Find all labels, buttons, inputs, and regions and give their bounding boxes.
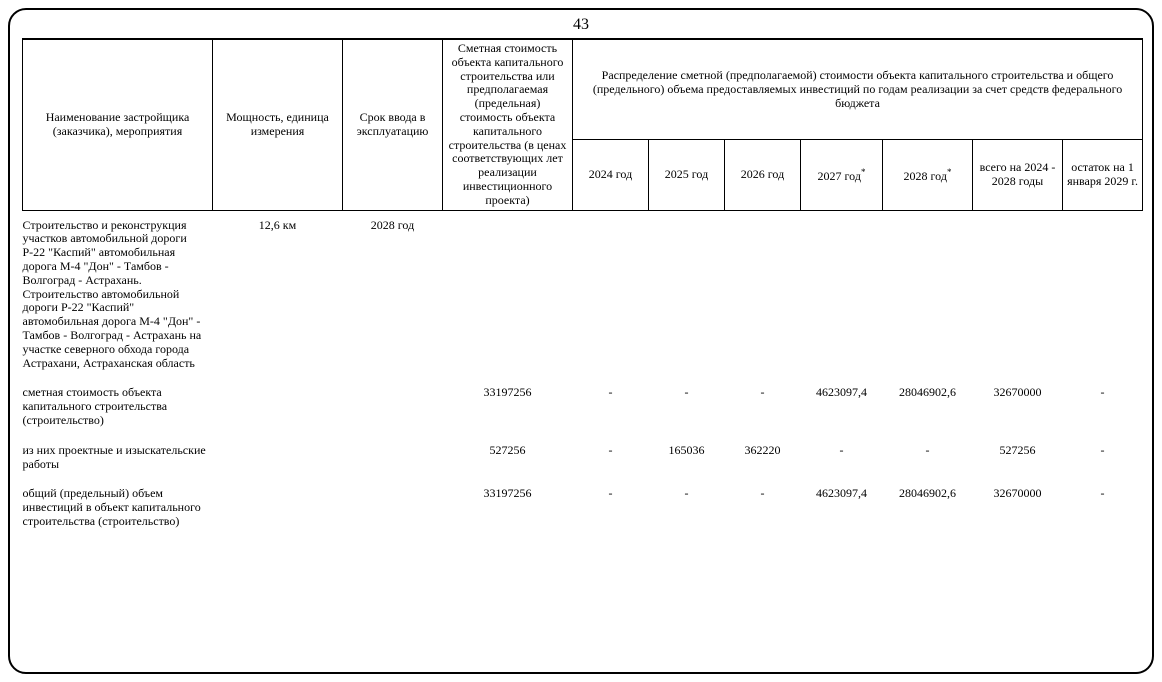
star-icon: *: [947, 167, 952, 177]
cell-2026: 362220: [725, 430, 801, 474]
col-2025: 2025 год: [649, 140, 725, 210]
page-number: 43: [22, 16, 1140, 34]
cell-2027: [801, 210, 883, 372]
cell-2025: [649, 210, 725, 372]
col-commission: Срок ввода в эксплуатацию: [343, 39, 443, 210]
cell-commission: [343, 372, 443, 429]
cell-2026: -: [725, 372, 801, 429]
col-distribution: Распределение сметной (предполагаемой) с…: [573, 39, 1143, 140]
cell-commission: [343, 473, 443, 530]
col-2028: 2028 год*: [883, 140, 973, 210]
col-name: Наименование застройщика (заказчика), ме…: [23, 39, 213, 210]
cell-capacity: [213, 430, 343, 474]
table-header: Наименование застройщика (заказчика), ме…: [23, 39, 1143, 210]
col-capacity: Мощность, единица измерения: [213, 39, 343, 210]
cell-cost: 33197256: [443, 473, 573, 530]
cell-2028: -: [883, 430, 973, 474]
cell-remainder: -: [1063, 473, 1143, 530]
table-row: из них проектные и изыскательские работы…: [23, 430, 1143, 474]
col-2027-label: 2027 год: [818, 169, 861, 183]
cell-cost: [443, 210, 573, 372]
cell-2027: -: [801, 430, 883, 474]
cell-capacity: [213, 473, 343, 530]
star-icon: *: [861, 167, 866, 177]
cell-total: 32670000: [973, 473, 1063, 530]
cell-cost: 33197256: [443, 372, 573, 429]
cell-name: общий (предельный) объем инвестиций в об…: [23, 473, 213, 530]
col-2027: 2027 год*: [801, 140, 883, 210]
cell-2024: -: [573, 473, 649, 530]
col-cost: Сметная стоимость объекта капитального с…: [443, 39, 573, 210]
cell-2024: -: [573, 430, 649, 474]
budget-table: Наименование застройщика (заказчика), ме…: [22, 38, 1143, 531]
cell-2026: -: [725, 473, 801, 530]
cell-remainder: -: [1063, 430, 1143, 474]
cell-name: сметная стоимость объекта капитального с…: [23, 372, 213, 429]
cell-2028: 28046902,6: [883, 473, 973, 530]
cell-2024: -: [573, 372, 649, 429]
col-total: всего на 2024 - 2028 годы: [973, 140, 1063, 210]
cell-name: из них проектные и изыскательские работы: [23, 430, 213, 474]
cell-2025: 165036: [649, 430, 725, 474]
cell-total: [973, 210, 1063, 372]
table-row: Строительство и реконструкция участков а…: [23, 210, 1143, 372]
cell-name: Строительство и реконструкция участков а…: [23, 210, 213, 372]
document-page: 43 Наименование застройщика (заказчика),…: [8, 8, 1154, 674]
col-2028-label: 2028 год: [904, 169, 947, 183]
cell-2025: -: [649, 473, 725, 530]
cell-2026: [725, 210, 801, 372]
cell-remainder: -: [1063, 372, 1143, 429]
cell-total: 527256: [973, 430, 1063, 474]
cell-2028: [883, 210, 973, 372]
cell-2027: 4623097,4: [801, 372, 883, 429]
col-remainder: остаток на 1 января 2029 г.: [1063, 140, 1143, 210]
cell-2025: -: [649, 372, 725, 429]
col-2024: 2024 год: [573, 140, 649, 210]
cell-cost: 527256: [443, 430, 573, 474]
cell-remainder: [1063, 210, 1143, 372]
col-2026: 2026 год: [725, 140, 801, 210]
cell-2028: 28046902,6: [883, 372, 973, 429]
table-row: общий (предельный) объем инвестиций в об…: [23, 473, 1143, 530]
table-body: Строительство и реконструкция участков а…: [23, 210, 1143, 531]
cell-2027: 4623097,4: [801, 473, 883, 530]
cell-2024: [573, 210, 649, 372]
cell-total: 32670000: [973, 372, 1063, 429]
cell-capacity: [213, 372, 343, 429]
cell-commission: [343, 430, 443, 474]
cell-commission: 2028 год: [343, 210, 443, 372]
cell-capacity: 12,6 км: [213, 210, 343, 372]
table-row: сметная стоимость объекта капитального с…: [23, 372, 1143, 429]
